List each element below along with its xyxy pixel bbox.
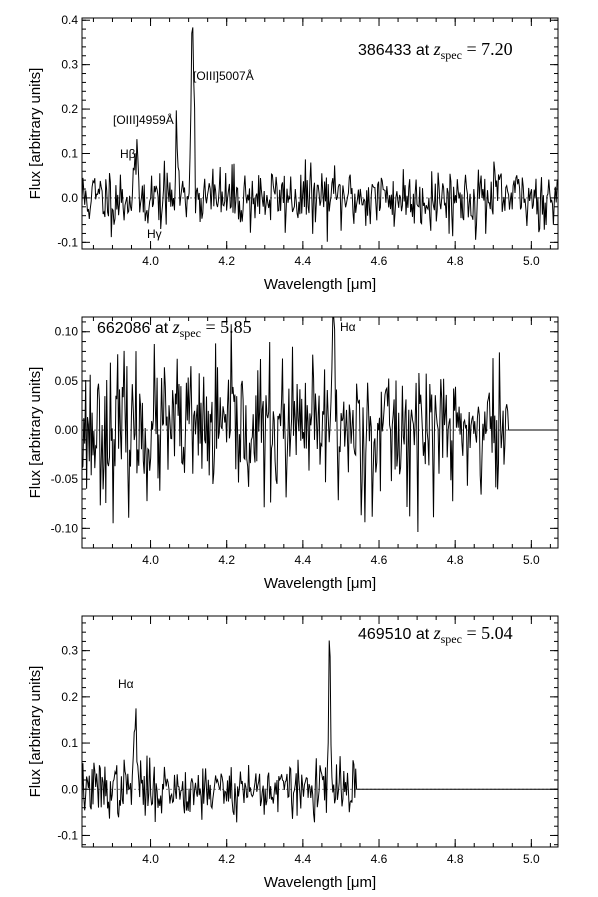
y-axis-title: Flux [arbitrary units] [27, 367, 44, 499]
y-tick-label: 0.3 [61, 644, 78, 658]
z-subscript: spec [441, 48, 462, 62]
y-tick-label: -0.1 [57, 828, 78, 842]
spectrum-chart-3: 4.0 4.2 4.4 4.6 4.8 5.0 -0.1 0.0 0.1 0.2 0.3 Hα W… [27, 615, 559, 891]
spectrum-panel-3: 4.0 4.2 4.4 4.6 4.8 5.0 -0.1 0.0 0.1 0.2 0.3 Hα W… [0, 598, 598, 897]
x-tick-label: 4.2 [218, 553, 235, 567]
z-symbol: z [433, 623, 441, 643]
x-tick-label: 5.0 [523, 553, 540, 567]
x-tick-label: 4.6 [371, 254, 388, 268]
spectrum-trace [81, 27, 559, 242]
x-axis-title: Wavelength [μm] [264, 874, 376, 891]
y-tick-label: 0.1 [61, 146, 78, 160]
x-tick-label: 4.4 [295, 852, 312, 866]
x-tick-label: 4.2 [218, 254, 235, 268]
z-value: = 5.04 [462, 623, 513, 643]
y-tick-label: 0.2 [61, 690, 78, 704]
x-tick-label: 4.2 [218, 852, 235, 866]
spectrum-chart-2: 4.0 4.2 4.4 4.6 4.8 5.0 -0.10 -0.05 0.00 0.05 0.1… [27, 316, 559, 592]
emission-line-label: [OIII]4959Å [113, 112, 174, 127]
plot-frame [81, 615, 559, 848]
plot-area: 4.0 4.2 4.4 4.6 4.8 5.0 -0.10 -0.05 0.00 0.05 0.1… [51, 316, 559, 567]
z-subscript: spec [180, 326, 201, 340]
plot-area: 4.0 4.2 4.4 4.6 4.8 5.0 -0.1 0.0 0.1 0.2 0.3 0.4 [… [57, 13, 559, 268]
object-label: 469510 at zspec = 5.04 [358, 623, 513, 646]
x-tick-label: 5.0 [523, 254, 540, 268]
y-tick-label: 0.05 [55, 374, 79, 388]
spectrum-panel-2: 4.0 4.2 4.4 4.6 4.8 5.0 -0.10 -0.05 0.00 0.05 0.1… [0, 299, 598, 598]
y-tick-label: 0.10 [55, 325, 79, 339]
z-value: = 5.85 [201, 317, 252, 337]
object-label: 662086 at zspec = 5.85 [97, 317, 252, 340]
plot-area: 4.0 4.2 4.4 4.6 4.8 5.0 -0.1 0.0 0.1 0.2 0.3 Hα [57, 615, 559, 866]
x-tick-label: 4.0 [142, 852, 159, 866]
spectrum-trace [81, 316, 558, 533]
emission-line-label: Hα [118, 677, 134, 691]
emission-line-label: Hγ [147, 227, 162, 241]
z-symbol: z [172, 317, 180, 337]
y-tick-label: 0.0 [61, 782, 78, 796]
object-id: 386433 at [358, 42, 434, 59]
y-tick-label: 0.4 [61, 13, 78, 27]
z-subscript: spec [441, 632, 462, 646]
y-tick-label: -0.05 [51, 472, 79, 486]
emission-line-label: Hβ [120, 147, 136, 161]
x-tick-label: 4.8 [447, 852, 464, 866]
y-tick-label: 0.0 [61, 191, 78, 205]
object-id: 469510 at [358, 626, 434, 643]
x-tick-label: 4.8 [447, 254, 464, 268]
x-ticks: 4.0 4.2 4.4 4.6 4.8 5.0 [92, 18, 551, 268]
y-ticks: -0.1 0.0 0.1 0.2 0.3 0.4 [57, 13, 558, 249]
plot-frame [81, 17, 559, 250]
object-label: 386433 at zspec = 7.20 [358, 39, 513, 62]
spectrum-chart-1: 4.0 4.2 4.4 4.6 4.8 5.0 -0.1 0.0 0.1 0.2 0.3 0.4 [… [27, 13, 559, 293]
z-value: = 7.20 [462, 39, 513, 59]
y-tick-label: -0.1 [57, 235, 78, 249]
x-axis-title: Wavelength [μm] [264, 575, 376, 592]
y-tick-label: 0.00 [55, 423, 79, 437]
emission-line-label: Hα [340, 320, 356, 334]
y-tick-label: 0.1 [61, 736, 78, 750]
x-tick-label: 5.0 [523, 852, 540, 866]
y-tick-label: 0.3 [61, 58, 78, 72]
x-tick-label: 4.8 [447, 553, 464, 567]
y-ticks: -0.10 -0.05 0.00 0.05 0.10 [51, 321, 558, 549]
line-labels: Hα [118, 677, 134, 691]
y-ticks: -0.1 0.0 0.1 0.2 0.3 [57, 622, 558, 846]
line-labels: Hα [340, 320, 356, 334]
line-labels: [OIII]5007Å [OIII]4959Å Hβ Hγ [113, 68, 254, 241]
y-tick-label: -0.10 [51, 521, 79, 535]
spectrum-panel-1: 4.0 4.2 4.4 4.6 4.8 5.0 -0.1 0.0 0.1 0.2 0.3 0.4 [… [0, 0, 598, 299]
z-symbol: z [433, 39, 441, 59]
y-axis-title: Flux [arbitrary units] [27, 666, 44, 798]
x-ticks: 4.0 4.2 4.4 4.6 4.8 5.0 [92, 616, 551, 866]
y-axis-title: Flux [arbitrary units] [27, 68, 44, 200]
x-tick-label: 4.4 [295, 254, 312, 268]
x-axis-title: Wavelength [μm] [264, 276, 376, 293]
x-ticks: 4.0 4.2 4.4 4.6 4.8 5.0 [92, 317, 551, 567]
plot-frame [81, 316, 559, 549]
x-tick-label: 4.0 [142, 553, 159, 567]
y-tick-label: 0.2 [61, 102, 78, 116]
x-tick-label: 4.6 [371, 852, 388, 866]
spectrum-trace [81, 640, 558, 823]
x-tick-label: 4.6 [371, 553, 388, 567]
x-tick-label: 4.0 [142, 254, 159, 268]
object-id: 662086 at [97, 320, 173, 337]
x-tick-label: 4.4 [295, 553, 312, 567]
emission-line-label: [OIII]5007Å [193, 68, 254, 83]
